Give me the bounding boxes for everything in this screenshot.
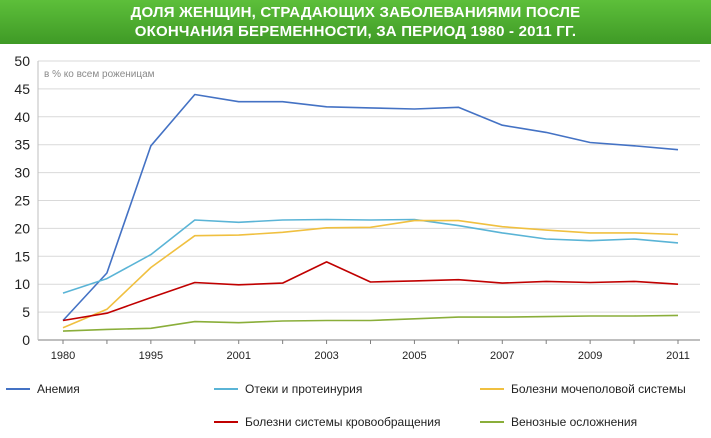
legend-item-2: Отеки и протеинурия	[214, 382, 362, 396]
x-tick-label: 2009	[578, 350, 602, 362]
x-tick-label: 2007	[490, 350, 514, 362]
x-tick-label: 2011	[666, 350, 690, 362]
x-tick-label: 2001	[226, 350, 250, 362]
y-axis-label: в % ко всем роженицам	[44, 69, 155, 80]
legend: Анемия Отеки и протеинурия Болезни мочепол…	[6, 382, 686, 429]
y-tick-label: 5	[22, 304, 30, 320]
legend-label: Отеки и протеинурия	[245, 382, 362, 396]
legend-label: Анемия	[37, 382, 80, 396]
series-line-4	[62, 261, 679, 322]
line-chart: 0 5 10 15 20 25 30 35 40 45 50 1980 1995 2001 2003 2005…	[6, 53, 700, 429]
axis-layer: 0 5 10 15 20 25 30 35 40 45 50 1980 1995 2001 2003 2005…	[14, 53, 689, 362]
y-tick-label: 40	[14, 109, 30, 125]
legend-label: Болезни системы кровообращения	[245, 415, 440, 429]
chart-title-bar: ДОЛЯ ЖЕНЩИН, СТРАДАЮЩИХ ЗАБОЛЕВАНИЯМИ ПО…	[0, 0, 711, 44]
y-tick-label: 30	[14, 165, 30, 181]
x-tick-label: 1980	[51, 350, 75, 362]
y-tick-label: 20	[14, 220, 30, 236]
x-tick-label: 2003	[314, 350, 338, 362]
y-tick-label: 25	[14, 193, 30, 209]
series-line-1	[62, 93, 679, 322]
y-tick-label: 50	[14, 53, 30, 69]
y-tick-label: 10	[14, 276, 30, 292]
legend-item-3: Болезни мочеполовой системы	[480, 382, 686, 396]
x-tick-label: 1995	[139, 350, 163, 362]
chart-title-line-1: ДОЛЯ ЖЕНЩИН, СТРАДАЮЩИХ ЗАБОЛЕВАНИЯМИ ПО…	[130, 4, 581, 21]
x-tick-label: 2005	[402, 350, 426, 362]
chart-title-line-2: ОКОНЧАНИЯ БЕРЕМЕННОСТИ, ЗА ПЕРИОД 1980 -…	[134, 23, 577, 40]
legend-item-5: Венозные осложнения	[480, 415, 637, 429]
y-tick-label: 45	[14, 81, 30, 97]
y-tick-label: 0	[22, 332, 30, 348]
y-tick-label: 15	[14, 248, 30, 264]
legend-label: Болезни мочеполовой системы	[511, 382, 686, 396]
legend-label: Венозные осложнения	[511, 415, 637, 429]
legend-item-4: Болезни системы кровообращения	[214, 415, 440, 429]
series-line-2	[62, 218, 679, 294]
legend-item-1: Анемия	[6, 382, 80, 396]
y-tick-label: 35	[14, 137, 30, 153]
series-line-5	[62, 314, 679, 332]
grid-layer	[38, 60, 700, 341]
series-line-3	[62, 219, 679, 329]
series-layer	[62, 93, 679, 332]
